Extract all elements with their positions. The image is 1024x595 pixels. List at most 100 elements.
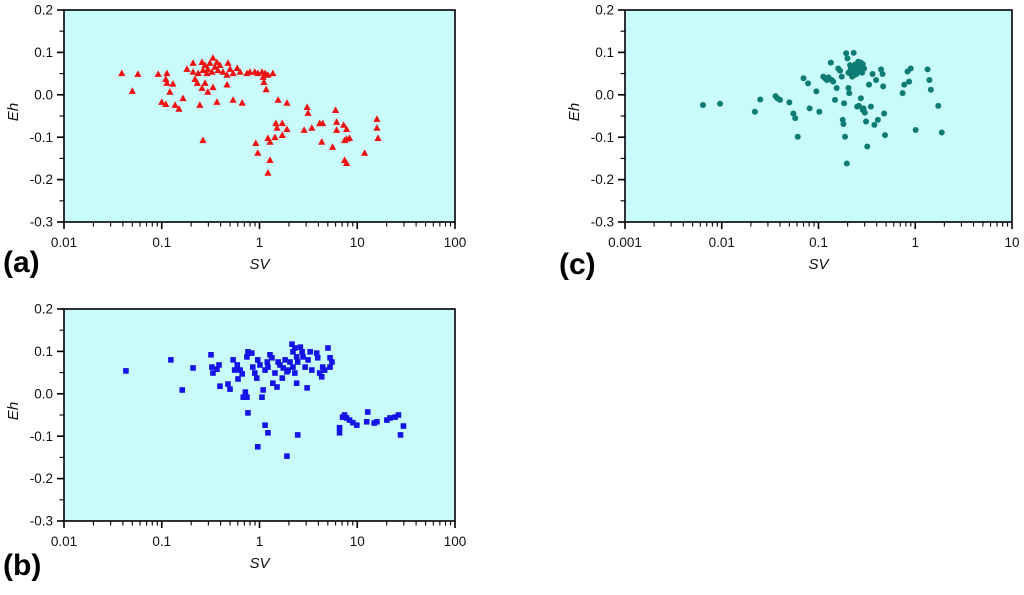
data-point-circle	[843, 160, 850, 167]
data-point-square	[287, 359, 293, 365]
data-point-triangle	[199, 136, 207, 144]
data-point-triangle	[204, 88, 212, 95]
data-point-triangle	[333, 118, 341, 125]
data-point-square	[297, 344, 304, 350]
data-point-triangle	[166, 88, 174, 95]
data-point-triangle	[213, 98, 221, 105]
data-point-triangle	[264, 71, 272, 78]
data-point-circle	[879, 71, 886, 78]
data-point-triangle	[209, 83, 217, 91]
data-point-circle	[873, 76, 880, 83]
data-point-triangle	[271, 133, 279, 141]
data-point-triangle	[189, 59, 197, 66]
chart-panel-a: 0.01 0.1 1 10 100 0.2 0.1 0.0 -0.1 -0.2 -0.3 SV Eh	[5, 3, 466, 273]
data-point-circle	[906, 78, 913, 85]
data-point-triangle	[194, 69, 202, 77]
panel-label-a: (a)	[3, 246, 40, 279]
x-axis-tick-label: 10	[350, 534, 365, 549]
data-point-square	[216, 362, 222, 368]
data-point-triangle	[163, 79, 171, 86]
data-point-square	[387, 415, 393, 421]
data-point-square	[282, 357, 288, 363]
data-point-square	[374, 418, 380, 425]
data-point-square	[209, 364, 215, 370]
data-point-triangle	[233, 64, 241, 71]
data-point-square	[294, 359, 301, 365]
data-point-square	[277, 362, 283, 368]
data-point-circle	[805, 80, 812, 87]
data-point-triangle	[196, 101, 204, 108]
data-point-circle	[806, 105, 813, 112]
data-point-circle	[827, 59, 834, 66]
data-point-square	[274, 384, 280, 390]
data-point-square	[244, 394, 250, 400]
data-point-square	[251, 370, 258, 376]
data-point-triangle	[154, 70, 162, 77]
data-point-square	[321, 367, 328, 373]
data-point-square	[284, 453, 290, 459]
data-point-triangle	[272, 119, 280, 127]
data-point-square	[316, 370, 323, 376]
data-point-square	[267, 351, 273, 358]
x-axis-tick-label: 0.1	[152, 235, 171, 250]
data-point-triangle	[229, 96, 237, 103]
data-point-square	[354, 422, 360, 428]
data-points-a	[118, 54, 382, 176]
data-point-triangle	[193, 79, 201, 86]
data-point-triangle	[373, 115, 381, 122]
y-axis-tick-label: -0.2	[30, 172, 53, 187]
data-point-square	[341, 412, 348, 418]
data-point-square	[248, 350, 255, 356]
y-axis-tick-label: 0.2	[34, 302, 53, 317]
y-axis-tick-label: 0.2	[34, 3, 53, 18]
data-point-triangle	[345, 134, 354, 141]
data-point-square	[289, 341, 295, 347]
x-axis-tick-label: 100	[444, 235, 467, 250]
data-point-triangle	[204, 65, 212, 72]
data-point-triangle	[283, 125, 291, 133]
data-point-circle	[831, 96, 838, 103]
data-point-square	[179, 387, 186, 393]
data-point-triangle	[274, 96, 282, 103]
data-point-square	[313, 350, 320, 356]
data-point-square	[292, 345, 298, 351]
data-point-square	[293, 380, 300, 386]
data-point-triangle	[333, 126, 341, 133]
data-point-triangle	[246, 68, 254, 75]
y-axis-tick-label: 0.0	[34, 87, 53, 102]
data-point-circle	[874, 116, 881, 123]
x-axis-tick-label: 0.1	[152, 534, 171, 549]
data-point-circle	[842, 133, 849, 140]
data-point-square	[244, 354, 250, 360]
x-axis-tick-label: 0.01	[51, 235, 77, 250]
x-axis-title: SV	[249, 256, 271, 273]
data-point-triangle	[319, 119, 327, 127]
data-point-triangle	[300, 126, 308, 133]
data-point-triangle	[169, 80, 177, 87]
y-axis-tick-label: 0.1	[595, 45, 614, 60]
data-point-triangle	[331, 106, 340, 113]
data-point-square	[363, 418, 370, 425]
plot-area	[624, 9, 1013, 223]
data-point-triangle	[201, 79, 209, 86]
data-point-triangle	[226, 65, 234, 72]
data-point-circle	[855, 102, 862, 109]
data-point-circle	[786, 99, 793, 106]
y-axis-tick-label: 0.1	[34, 344, 53, 359]
data-point-square	[254, 357, 261, 363]
data-point-square	[262, 367, 268, 373]
data-point-circle	[867, 103, 874, 110]
data-point-square	[208, 351, 214, 358]
data-point-square	[260, 387, 266, 393]
data-point-triangle	[304, 109, 312, 116]
data-point-square	[392, 414, 398, 420]
x-axis-tick-label: 1	[256, 534, 264, 549]
data-point-triangle	[373, 124, 381, 131]
data-point-triangle	[339, 121, 348, 128]
data-point-triangle	[219, 68, 227, 75]
x-axis-tick-label: 10	[1004, 235, 1019, 250]
data-point-triangle	[163, 69, 171, 77]
data-point-square	[290, 349, 296, 355]
data-point-circle	[699, 101, 706, 108]
data-point-square	[168, 357, 174, 363]
